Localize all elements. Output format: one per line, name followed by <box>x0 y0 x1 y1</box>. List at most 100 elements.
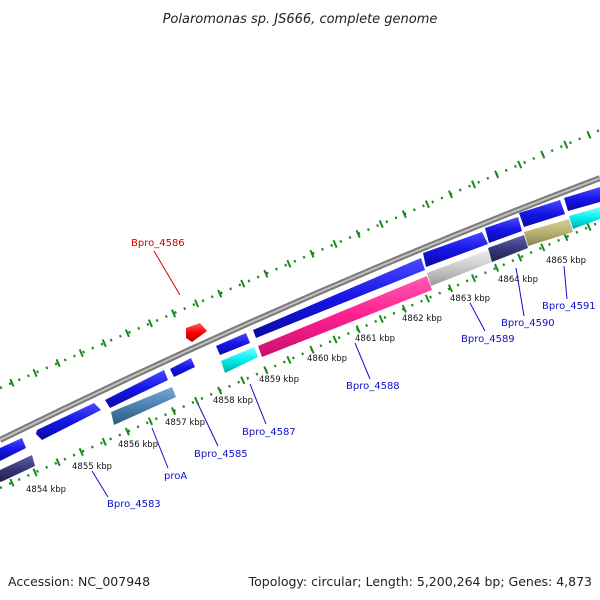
gene-labels: Bpro_4586 Bpro_4583 proA Bpro_4585 Bpro_… <box>107 238 596 510</box>
gene-bar[interactable] <box>423 232 488 267</box>
genome-title: Polaromonas sp. JS666, complete genome <box>163 12 438 27</box>
inner-tick-track <box>0 220 600 490</box>
scale-tick <box>494 263 500 272</box>
gene-bar[interactable] <box>111 387 176 425</box>
scale-label: 4859 kbp <box>259 375 299 385</box>
gene-bar[interactable] <box>564 187 600 211</box>
scale-label: 4862 kbp <box>402 314 442 324</box>
scale-tick <box>586 130 592 139</box>
scale-tick <box>55 358 61 368</box>
gene-bar[interactable] <box>258 276 432 357</box>
scale-tick <box>9 378 15 387</box>
scale-tick <box>424 294 430 303</box>
scale-tick <box>447 190 453 199</box>
gene-bar[interactable] <box>36 403 101 440</box>
scale-tick <box>586 222 592 231</box>
gene-label-bpro4585[interactable]: Bpro_4585 <box>194 449 248 460</box>
genome-summary-text: Topology: circular; Length: 5,200,264 bp… <box>248 574 592 589</box>
gene-label-bpro4586[interactable]: Bpro_4586 <box>131 238 185 249</box>
gene-bar[interactable] <box>105 370 168 408</box>
scale-tick <box>9 478 15 487</box>
scale-tick <box>147 319 153 328</box>
scale-tick <box>194 299 200 308</box>
reverse-strand-genes <box>0 207 600 482</box>
forward-strand-genes <box>0 187 600 461</box>
outer-major-ticks <box>9 130 592 387</box>
scale-tick <box>332 239 338 248</box>
scale-tick <box>124 427 130 436</box>
scale-tick <box>171 407 177 416</box>
scale-tick <box>494 170 500 179</box>
gene-bar[interactable] <box>170 358 195 377</box>
gene-bar[interactable] <box>569 207 600 229</box>
scale-tick <box>240 376 246 385</box>
scale-tick <box>540 150 546 159</box>
scale-tick <box>401 210 407 219</box>
scale-tick <box>286 355 292 364</box>
outer-tick-track <box>0 128 600 390</box>
gene-bar[interactable] <box>0 455 35 482</box>
gene-bar[interactable] <box>253 258 425 338</box>
scale-tick <box>309 249 315 258</box>
scale-tick <box>355 325 361 334</box>
gene-bar[interactable] <box>485 217 522 243</box>
scale-tick <box>563 233 569 242</box>
scale-tick <box>101 339 107 348</box>
scale-tick <box>101 437 107 446</box>
scale-tick <box>78 447 84 457</box>
gene-label-bpro4589[interactable]: Bpro_4589 <box>461 334 515 345</box>
scale-tick <box>517 160 523 169</box>
gene-bar[interactable] <box>524 219 573 246</box>
scale-tick <box>309 345 315 354</box>
gene-bar[interactable] <box>0 438 26 461</box>
scale-label: 4860 kbp <box>307 354 347 364</box>
scale-tick <box>32 468 38 477</box>
scale-tick <box>401 304 407 313</box>
scale-tick <box>124 329 130 338</box>
scale-tick <box>286 259 292 268</box>
scale-label: 4856 kbp <box>118 440 158 450</box>
scale-tick <box>240 279 246 288</box>
genome-backbone <box>0 175 600 443</box>
gene-label-bpro4588[interactable]: Bpro_4588 <box>346 381 400 392</box>
scale-tick <box>194 396 200 405</box>
gene-label-bpro4583[interactable]: Bpro_4583 <box>107 499 161 510</box>
inner-major-ticks <box>9 222 592 487</box>
gene-label-proa[interactable]: proA <box>164 471 187 482</box>
scale-tick <box>217 289 223 298</box>
scale-label: 4857 kbp <box>165 418 205 428</box>
gene-bar[interactable] <box>427 250 492 286</box>
scale-tick <box>332 335 338 344</box>
scale-tick <box>447 284 453 293</box>
scale-tick <box>263 366 269 375</box>
gene-label-bpro4591[interactable]: Bpro_4591 <box>542 301 596 312</box>
scale-label: 4854 kbp <box>26 485 66 495</box>
scale-tick <box>540 243 546 252</box>
scale-tick <box>171 309 177 318</box>
scale-tick <box>78 349 84 358</box>
gene-bar[interactable] <box>216 333 250 355</box>
scale-tick <box>355 229 361 239</box>
scale-tick <box>217 386 223 395</box>
scale-tick <box>563 140 569 149</box>
gene-bar[interactable] <box>221 347 258 373</box>
scale-tick <box>378 220 384 229</box>
scale-tick <box>32 368 38 377</box>
scale-labels: 4854 kbp 4855 kbp 4856 kbp 4857 kbp 4858… <box>26 256 586 495</box>
scale-tick <box>471 180 477 189</box>
label-leader-lines <box>91 250 568 498</box>
scale-tick <box>471 274 477 283</box>
scale-label: 4865 kbp <box>546 256 586 266</box>
scale-tick <box>55 458 61 467</box>
gene-bar[interactable] <box>519 200 565 227</box>
gene-bar[interactable] <box>488 235 528 262</box>
scale-tick <box>424 200 430 209</box>
gene-label-bpro4587[interactable]: Bpro_4587 <box>242 427 296 438</box>
gene-label-bpro4590[interactable]: Bpro_4590 <box>501 318 555 329</box>
scale-tick <box>517 253 523 262</box>
scale-tick <box>263 269 269 278</box>
selected-gene-bpro4586[interactable] <box>186 323 207 342</box>
scale-label: 4858 kbp <box>213 396 253 406</box>
